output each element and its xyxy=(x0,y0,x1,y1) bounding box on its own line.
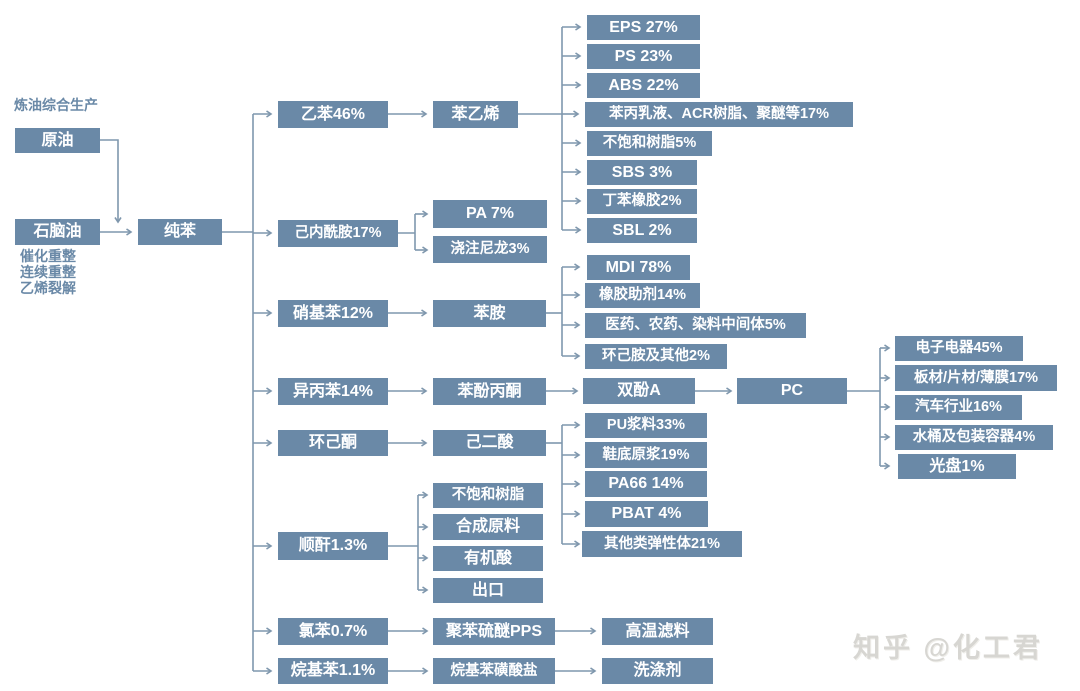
refining-process-label: 炼油综合生产 xyxy=(14,97,98,113)
node-mdi: MDI 78% xyxy=(587,255,690,280)
node-pu-slurry: PU浆料33% xyxy=(585,413,707,438)
node-pps: 聚苯硫醚PPS xyxy=(433,618,555,645)
node-electronics: 电子电器45% xyxy=(895,336,1023,361)
node-organic-acid: 有机酸 xyxy=(433,546,543,571)
node-ps: PS 23% xyxy=(587,44,700,69)
node-pa66: PA66 14% xyxy=(585,471,707,497)
node-alkylbenzene: 烷基苯1.1% xyxy=(278,658,388,684)
node-high-temp-filter: 高温滤料 xyxy=(602,618,713,645)
node-acr-emulsion-polyether: 苯丙乳液、ACR树脂、聚醚等17% xyxy=(585,102,853,127)
node-adipic-acid: 己二酸 xyxy=(433,430,546,456)
node-phenol-acetone: 苯酚丙酮 xyxy=(433,378,546,405)
node-other-elastomers: 其他类弹性体21% xyxy=(582,531,742,557)
node-synthetic-raw-materials: 合成原料 xyxy=(433,514,543,540)
node-sbr: 丁苯橡胶2% xyxy=(587,189,697,214)
node-nitrobenzene: 硝基苯12% xyxy=(278,300,388,327)
node-cast-nylon: 浇注尼龙3% xyxy=(433,236,547,263)
zhihu-watermark: 知乎 @化工君 xyxy=(853,633,1043,663)
node-benzene: 纯苯 xyxy=(138,219,222,245)
node-rubber-additives: 橡胶助剂14% xyxy=(585,283,700,308)
node-pbat: PBAT 4% xyxy=(585,501,708,527)
node-pc: PC xyxy=(737,378,847,404)
node-automotive: 汽车行业16% xyxy=(895,395,1022,420)
node-detergent: 洗涤剂 xyxy=(602,658,713,684)
node-ethylbenzene: 乙苯46% xyxy=(278,101,388,128)
node-crude-oil: 原油 xyxy=(15,128,100,153)
node-bisphenol-a: 双酚A xyxy=(583,378,695,404)
node-shoe-sole-stock: 鞋底原浆19% xyxy=(585,442,707,468)
naphtha-process-label-3: 乙烯裂解 xyxy=(20,280,76,296)
node-pharma-agro-dye-intermediates: 医药、农药、染料中间体5% xyxy=(585,313,806,338)
node-alkylbenzene-sulfonate: 烷基苯磺酸盐 xyxy=(433,658,555,684)
node-buckets-packaging: 水桶及包装容器4% xyxy=(895,425,1053,450)
node-chlorobenzene: 氯苯0.7% xyxy=(278,618,388,645)
node-aniline: 苯胺 xyxy=(433,300,546,327)
node-styrene: 苯乙烯 xyxy=(433,101,518,128)
node-cyclohexylamine-others: 环己胺及其他2% xyxy=(585,344,727,369)
node-unsaturated-resin-5pct: 不饱和树脂5% xyxy=(587,131,712,156)
node-sbs: SBS 3% xyxy=(587,160,697,185)
naphtha-process-label-2: 连续重整 xyxy=(20,264,76,280)
node-cumene: 异丙苯14% xyxy=(278,378,388,405)
node-optical-disc: 光盘1% xyxy=(898,454,1016,479)
node-unsaturated-resin: 不饱和树脂 xyxy=(433,483,543,508)
node-eps: EPS 27% xyxy=(587,15,700,40)
naphtha-process-label-1: 催化重整 xyxy=(20,248,76,264)
node-sbl: SBL 2% xyxy=(587,218,697,243)
node-cyclohexanone: 环己酮 xyxy=(278,430,388,456)
node-export: 出口 xyxy=(433,578,543,603)
node-maleic-anhydride: 顺酐1.3% xyxy=(278,532,388,560)
node-naphtha: 石脑油 xyxy=(15,219,100,245)
node-caprolactam: 己内酰胺17% xyxy=(278,220,398,247)
node-abs: ABS 22% xyxy=(587,73,700,98)
node-pa: PA 7% xyxy=(433,200,547,228)
node-sheet-film: 板材/片材/薄膜17% xyxy=(895,365,1057,391)
